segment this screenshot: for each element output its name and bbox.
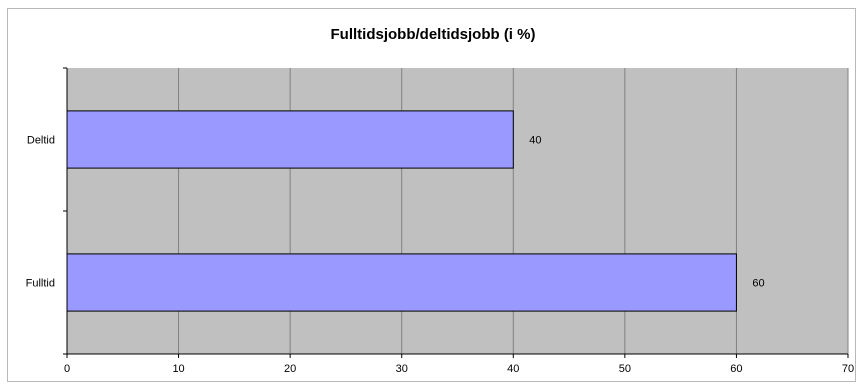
x-tick-label-0: 0: [64, 363, 70, 375]
axes: [63, 67, 849, 358]
bar-fulltid: [66, 253, 737, 312]
x-tick-label-20: 20: [284, 363, 296, 375]
x-tick-label-40: 40: [507, 363, 519, 375]
data-label-deltid: 40: [529, 135, 541, 147]
x-tick-label-70: 70: [842, 363, 854, 375]
category-label-deltid: Deltid: [27, 135, 55, 147]
bar-deltid: [66, 110, 514, 169]
chart-title: Fulltidsjobb/deltidsjobb (i %): [331, 26, 536, 43]
x-tick-label-10: 10: [172, 363, 184, 375]
bars: [66, 110, 737, 312]
category-label-fulltid: Fulltid: [26, 278, 55, 290]
x-tick-label-30: 30: [396, 363, 408, 375]
labels: 0 10 20 30 40 50 60 70 Deltid 40 Fulltid 60: [26, 135, 854, 376]
x-tick-label-50: 50: [619, 363, 631, 375]
data-label-fulltid: 60: [752, 278, 764, 290]
x-tick-label-60: 60: [730, 363, 742, 375]
